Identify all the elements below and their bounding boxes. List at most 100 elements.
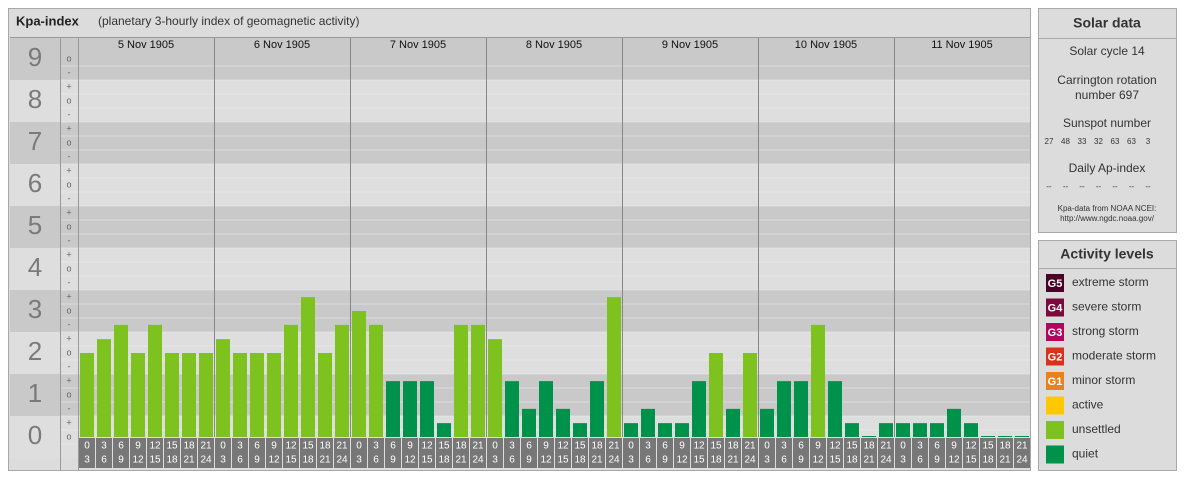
hour-box	[1014, 438, 1030, 468]
bar	[335, 324, 349, 437]
level-label: strong storm	[1072, 324, 1139, 338]
hour-label: 12	[421, 441, 433, 452]
y-tick-label: 0	[28, 420, 42, 450]
hour-label: 9	[407, 441, 413, 452]
hour-box	[708, 438, 724, 468]
level-badge: G4	[1048, 302, 1064, 314]
level-label: quiet	[1072, 447, 1099, 461]
bar	[641, 408, 655, 437]
hour-box	[521, 438, 537, 468]
bar	[573, 423, 587, 437]
bar	[811, 324, 825, 437]
hour-label: 24	[608, 455, 620, 466]
hour-label: 3	[764, 455, 770, 466]
hour-label: 9	[135, 441, 141, 452]
bar	[318, 353, 332, 437]
hour-label: 12	[829, 441, 841, 452]
hour-label: 21	[727, 455, 739, 466]
bar	[182, 353, 196, 437]
hour-label: 12	[404, 455, 416, 466]
hour-box	[198, 438, 214, 468]
hour-label: 12	[965, 441, 977, 452]
hour-box	[844, 438, 860, 468]
bar	[947, 408, 961, 437]
hour-box	[334, 438, 350, 468]
hour-box	[759, 438, 775, 468]
band	[10, 80, 1030, 122]
minor-tick-label: o	[66, 263, 71, 273]
hour-label: 6	[101, 455, 107, 466]
hour-label: 15	[965, 455, 977, 466]
hour-box	[776, 438, 792, 468]
band	[10, 290, 1030, 332]
hour-label: 0	[764, 441, 770, 452]
hour-box	[419, 438, 435, 468]
bar	[794, 381, 808, 437]
date-label: 8 Nov 1905	[526, 39, 582, 51]
hour-box	[249, 438, 265, 468]
minor-tick-label: -	[68, 319, 71, 329]
bar	[998, 436, 1012, 437]
title: Kpa-index	[16, 13, 80, 28]
hour-box	[266, 438, 282, 468]
minor-tick-label: -	[68, 235, 71, 245]
bar	[930, 423, 944, 437]
hour-box	[878, 438, 894, 468]
ap-value: --	[1063, 182, 1069, 191]
hour-label: 3	[492, 455, 498, 466]
hour-label: 21	[1016, 441, 1028, 452]
hour-label: 21	[880, 441, 892, 452]
hour-label: 12	[693, 441, 705, 452]
hour-label: 6	[662, 441, 668, 452]
hour-label: 3	[509, 441, 515, 452]
hour-label: 15	[166, 441, 178, 452]
bar	[1015, 436, 1029, 437]
hour-label: 18	[183, 441, 195, 452]
hour-label: 15	[557, 455, 569, 466]
minor-tick-label: -	[68, 151, 71, 161]
minor-tick-label: +	[66, 417, 71, 427]
level-badge: G2	[1048, 351, 1063, 363]
hour-label: 6	[917, 455, 923, 466]
minor-tick-label: -	[68, 193, 71, 203]
minor-tick-label: +	[66, 207, 71, 217]
date-label: 10 Nov 1905	[795, 39, 857, 51]
band	[10, 122, 1030, 164]
bar	[964, 423, 978, 437]
hour-label: 18	[574, 455, 586, 466]
bar	[862, 436, 876, 437]
bar	[437, 423, 451, 437]
bar	[624, 423, 638, 437]
hour-label: 18	[166, 455, 178, 466]
minor-tick-label: o	[66, 179, 71, 189]
bar	[471, 324, 485, 437]
date-label: 7 Nov 1905	[390, 39, 446, 51]
hour-label: 21	[608, 441, 620, 452]
hour-box	[895, 438, 911, 468]
bar	[216, 339, 230, 437]
hour-label: 9	[798, 455, 804, 466]
hour-label: 21	[336, 441, 348, 452]
hour-box	[164, 438, 180, 468]
band	[10, 38, 1030, 80]
y-tick-label: 6	[28, 168, 42, 198]
bar	[284, 324, 298, 437]
band	[10, 332, 1030, 374]
hour-box	[215, 438, 231, 468]
date-label: 11 Nov 1905	[931, 39, 993, 51]
hour-box	[827, 438, 843, 468]
hour-label: 15	[149, 455, 161, 466]
ap-value: --	[1129, 182, 1135, 191]
levels-title: Activity levels	[1060, 246, 1154, 262]
bar	[692, 381, 706, 437]
hour-label: 6	[798, 441, 804, 452]
minor-tick-label: +	[66, 375, 71, 385]
bar	[131, 353, 145, 437]
hour-label: 3	[645, 441, 651, 452]
bar	[913, 423, 927, 437]
level-label: severe storm	[1072, 300, 1141, 314]
hour-box	[963, 438, 979, 468]
hour-label: 12	[268, 455, 280, 466]
hour-label: 0	[900, 441, 906, 452]
